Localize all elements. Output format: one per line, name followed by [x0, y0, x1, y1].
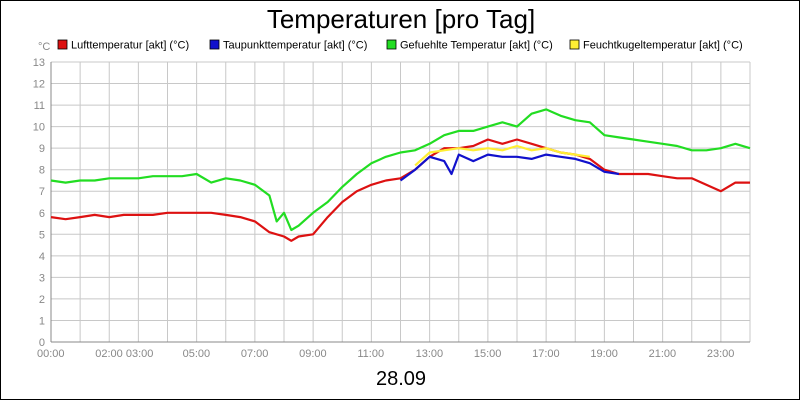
y-tick-label: 2 — [39, 294, 45, 306]
y-tick-label: 6 — [39, 208, 45, 220]
series-line-4 — [414, 144, 590, 167]
series-line-3 — [50, 108, 751, 232]
legend-swatch — [209, 39, 220, 50]
legend-label: Gefuehlte Temperatur [akt] (°C) — [400, 40, 553, 52]
y-tick-label: 8 — [39, 165, 45, 177]
y-tick-label: 3 — [39, 272, 45, 284]
legend-swatch — [569, 39, 580, 50]
legend-label: Taupunkttemperatur [akt] (°C) — [223, 40, 367, 52]
x-tick-label: 23:00 — [707, 348, 735, 360]
x-tick-label: 05:00 — [183, 348, 211, 360]
x-tick-label: 09:00 — [299, 348, 327, 360]
x-tick-label: 11:00 — [357, 348, 384, 360]
y-tick-label: 12 — [33, 79, 45, 91]
chart-legend: Lufttemperatur [akt] (°C) Taupunkttempera… — [57, 39, 743, 52]
y-tick-label: 4 — [39, 251, 45, 263]
chart-date-label: 28.09 — [375, 368, 427, 390]
x-tick-label: 00:00 — [37, 348, 65, 360]
y-tick-label: 9 — [39, 143, 45, 155]
y-tick-label: 13 — [33, 57, 45, 69]
y-tick-label: 11 — [34, 100, 45, 112]
y-tick-label: 1 — [39, 315, 45, 327]
x-tick-label: 19:00 — [590, 348, 618, 360]
y-tick-label: 10 — [33, 122, 45, 134]
series-line-2 — [399, 153, 620, 182]
series-line-1 — [50, 138, 750, 242]
legend-label: Lufttemperatur [akt] (°C) — [71, 40, 189, 52]
x-tick-label: 07:00 — [241, 348, 269, 360]
x-tick-label: 17:00 — [532, 348, 560, 360]
x-tick-label: 15:00 — [474, 348, 502, 360]
legend-swatch — [386, 39, 397, 50]
y-tick-label: 5 — [39, 229, 45, 241]
y-tick-label: 7 — [39, 186, 45, 198]
x-tick-label: 13:00 — [416, 348, 444, 360]
x-tick-label: 21:00 — [649, 348, 677, 360]
legend-label: Feuchtkugeltemperatur [akt] (°C) — [583, 40, 743, 52]
y-axis-unit-label: °C — [38, 41, 50, 53]
legend-swatch — [57, 39, 68, 50]
y-tick-label: 0 — [39, 337, 45, 349]
chart-title: Temperaturen [pro Tag] — [266, 4, 536, 34]
x-tick-label: 02:00 03:00 — [95, 348, 153, 360]
